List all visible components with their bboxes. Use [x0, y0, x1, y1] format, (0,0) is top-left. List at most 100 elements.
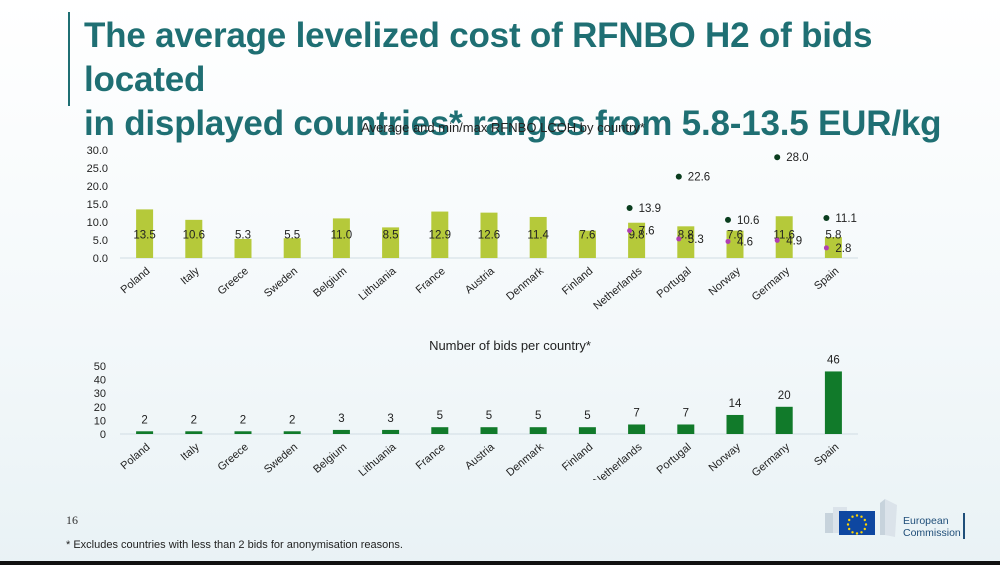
y-tick-label: 20.0 — [87, 181, 108, 193]
logo-divider — [963, 513, 965, 539]
bar-label-poland: 2 — [141, 414, 147, 426]
bar-label-spain: 46 — [827, 354, 840, 366]
bar-label-france: 12.9 — [429, 230, 451, 242]
max-marker-norway — [725, 216, 731, 223]
max-label-portugal: 22.6 — [688, 172, 710, 184]
european-commission-logo — [825, 499, 897, 537]
min-label-portugal: 5.3 — [688, 234, 704, 246]
min-label-norway: 4.6 — [737, 236, 753, 248]
bar-france — [431, 211, 449, 258]
x-tick-label-belgium: Belgium — [311, 441, 349, 476]
bar-italy — [185, 431, 203, 434]
y-tick-label: 30 — [94, 388, 106, 400]
bar-label-greece: 5.3 — [235, 230, 251, 242]
bar-portugal — [677, 424, 695, 434]
bar-netherlands — [628, 424, 646, 434]
bar-label-portugal: 7 — [683, 407, 689, 419]
logo-line-1: European — [903, 515, 949, 527]
chart-title: Number of bids per country* — [429, 338, 591, 353]
y-tick-label: 25.0 — [87, 163, 108, 175]
y-tick-label: 20 — [94, 402, 106, 414]
y-tick-label: 0 — [100, 429, 106, 441]
min-marker-netherlands — [627, 228, 633, 234]
lcoh-chart: Average and min/max RFNBO LCOH by countr… — [87, 120, 858, 312]
bar-label-netherlands: 7 — [633, 407, 639, 419]
bottom-strip — [0, 561, 1000, 565]
bar-poland — [136, 431, 154, 434]
bar-lithuania — [382, 227, 400, 258]
x-tick-label-lithuania: Lithuania — [357, 265, 400, 303]
bar-poland — [136, 209, 154, 258]
bar-label-austria: 5 — [486, 410, 492, 422]
bar-sweden — [283, 431, 301, 434]
bar-label-poland: 13.5 — [133, 230, 155, 242]
bar-label-spain: 5.8 — [825, 230, 841, 242]
x-tick-label-lithuania: Lithuania — [357, 441, 400, 479]
x-tick-label-portugal: Portugal — [655, 265, 694, 301]
bar-finland — [578, 230, 596, 258]
bar-norway — [726, 230, 744, 258]
bar-label-norway: 7.6 — [727, 230, 743, 242]
page-number: 16 — [66, 513, 78, 527]
y-tick-label: 40 — [94, 375, 106, 387]
x-tick-label-poland: Poland — [119, 265, 153, 296]
bar-norway — [726, 414, 744, 434]
max-marker-spain — [823, 215, 830, 222]
x-tick-label-sweden: Sweden — [262, 265, 300, 300]
bar-label-sweden: 5.5 — [284, 230, 300, 242]
y-tick-label: 30.0 — [87, 145, 108, 157]
bar-greece — [234, 238, 252, 258]
x-tick-label-spain: Spain — [812, 265, 841, 292]
min-marker-germany — [774, 237, 780, 243]
bar-label-greece: 2 — [240, 414, 246, 426]
max-label-norway: 10.6 — [737, 215, 759, 227]
bar-label-belgium: 11.0 — [331, 230, 353, 242]
bar-lithuania — [382, 429, 400, 434]
bar-label-portugal: 8.8 — [678, 230, 694, 242]
max-label-spain: 11.1 — [835, 213, 857, 225]
x-tick-label-denmark: Denmark — [504, 265, 546, 303]
bar-finland — [578, 427, 596, 434]
bids-chart: Number of bids per country*010203040502P… — [94, 338, 858, 480]
x-tick-label-france: France — [414, 265, 448, 296]
x-tick-label-norway: Norway — [707, 265, 744, 298]
bar-label-lithuania: 8.5 — [383, 230, 399, 242]
bar-label-denmark: 5 — [535, 410, 541, 422]
x-tick-label-finland: Finland — [560, 441, 595, 473]
logo-line-2: Commission — [903, 527, 961, 539]
x-tick-label-finland: Finland — [560, 265, 595, 297]
y-tick-label: 5.0 — [93, 235, 108, 247]
bar-belgium — [332, 218, 350, 258]
bar-greece — [234, 431, 252, 434]
max-label-netherlands: 13.9 — [639, 203, 661, 215]
bar-spain — [824, 371, 842, 434]
x-tick-label-italy: Italy — [179, 441, 203, 463]
bar-portugal — [677, 226, 695, 258]
bar-denmark — [529, 427, 547, 434]
x-tick-label-france: France — [414, 441, 448, 472]
logo-text: European Commission — [903, 515, 961, 539]
x-tick-label-italy: Italy — [179, 265, 203, 287]
footnote: * Excludes countries with less than 2 bi… — [66, 539, 403, 551]
max-marker-portugal — [675, 173, 682, 180]
bar-label-denmark: 11.4 — [527, 230, 549, 242]
title-line-2: in displayed countries* ranges from 5.8-… — [84, 104, 942, 143]
bar-label-italy: 2 — [191, 414, 197, 426]
bar-label-austria: 12.6 — [478, 230, 500, 242]
x-tick-label-denmark: Denmark — [504, 441, 546, 479]
x-tick-label-austria: Austria — [463, 441, 498, 473]
y-tick-label: 10.0 — [87, 217, 108, 229]
bar-label-sweden: 2 — [289, 414, 295, 426]
bar-label-france: 5 — [437, 410, 443, 422]
bar-label-belgium: 3 — [338, 413, 344, 425]
max-label-germany: 28.0 — [786, 152, 808, 164]
min-label-netherlands: 7.6 — [639, 226, 655, 238]
min-marker-portugal — [676, 236, 682, 242]
x-tick-label-austria: Austria — [463, 265, 498, 297]
bar-germany — [775, 216, 793, 258]
bar-france — [431, 427, 449, 434]
x-tick-label-germany: Germany — [750, 441, 793, 480]
bar-sweden — [283, 238, 301, 258]
y-tick-label: 10 — [94, 415, 106, 427]
